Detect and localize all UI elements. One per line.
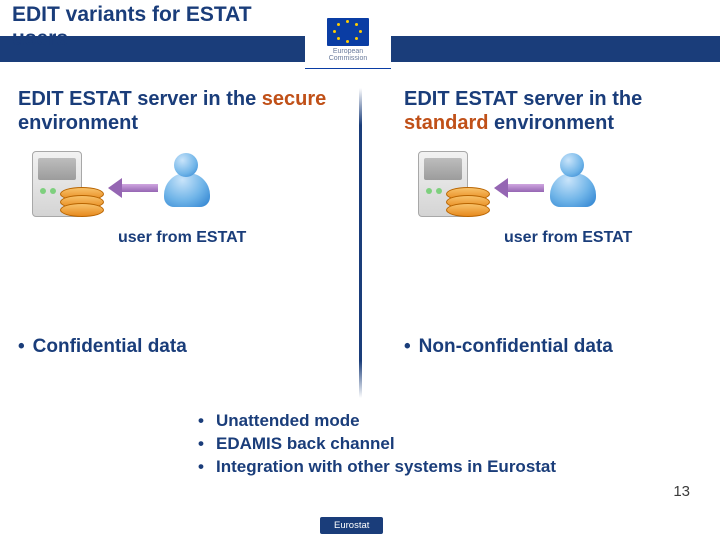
secure-bullet: •Confidential data xyxy=(18,336,187,358)
secure-column: EDIT ESTAT server in the secure environm… xyxy=(18,88,338,223)
user-icon xyxy=(544,151,602,209)
page-title: EDIT variants for ESTAT users xyxy=(12,3,262,51)
logo-underline xyxy=(305,68,391,69)
standard-caption: user from ESTAT xyxy=(504,229,632,247)
secure-caption: user from ESTAT xyxy=(118,229,246,247)
heading-accent: secure xyxy=(262,88,327,110)
slide: EDIT variants for ESTAT users European C… xyxy=(0,0,720,540)
ec-logo: European Commission xyxy=(305,14,391,74)
logo-text-2: Commission xyxy=(305,55,391,62)
list-item: •Integration with other systems in Euros… xyxy=(198,456,598,479)
heading-prefix: EDIT ESTAT server in the xyxy=(404,88,642,110)
page-number: 13 xyxy=(673,483,690,500)
footer-label: Eurostat xyxy=(320,517,383,534)
standard-bullet: •Non-confidential data xyxy=(404,336,613,358)
list-item: •Unattended mode xyxy=(198,410,598,433)
logo-text-1: European xyxy=(305,48,391,55)
database-icon xyxy=(446,187,490,219)
title-bar: EDIT variants for ESTAT users European C… xyxy=(0,0,720,76)
shared-features-list: •Unattended mode •EDAMIS back channel •I… xyxy=(198,410,598,479)
columns: EDIT ESTAT server in the secure environm… xyxy=(0,88,720,368)
arrow-icon xyxy=(108,179,158,197)
user-icon xyxy=(158,151,216,209)
standard-heading: EDIT ESTAT server in the standard enviro… xyxy=(404,88,720,135)
heading-suffix: environment xyxy=(18,112,138,134)
heading-prefix: EDIT ESTAT server in the xyxy=(18,88,262,110)
database-icon xyxy=(60,187,104,219)
eu-flag-icon xyxy=(327,18,369,46)
heading-accent: standard xyxy=(404,112,488,134)
standard-column: EDIT ESTAT server in the standard enviro… xyxy=(404,88,720,223)
standard-diagram: user from ESTAT xyxy=(404,151,684,223)
arrow-icon xyxy=(494,179,544,197)
heading-suffix: environment xyxy=(488,112,614,134)
secure-diagram: user from ESTAT xyxy=(18,151,298,223)
list-item: •EDAMIS back channel xyxy=(198,433,598,456)
secure-heading: EDIT ESTAT server in the secure environm… xyxy=(18,88,338,135)
